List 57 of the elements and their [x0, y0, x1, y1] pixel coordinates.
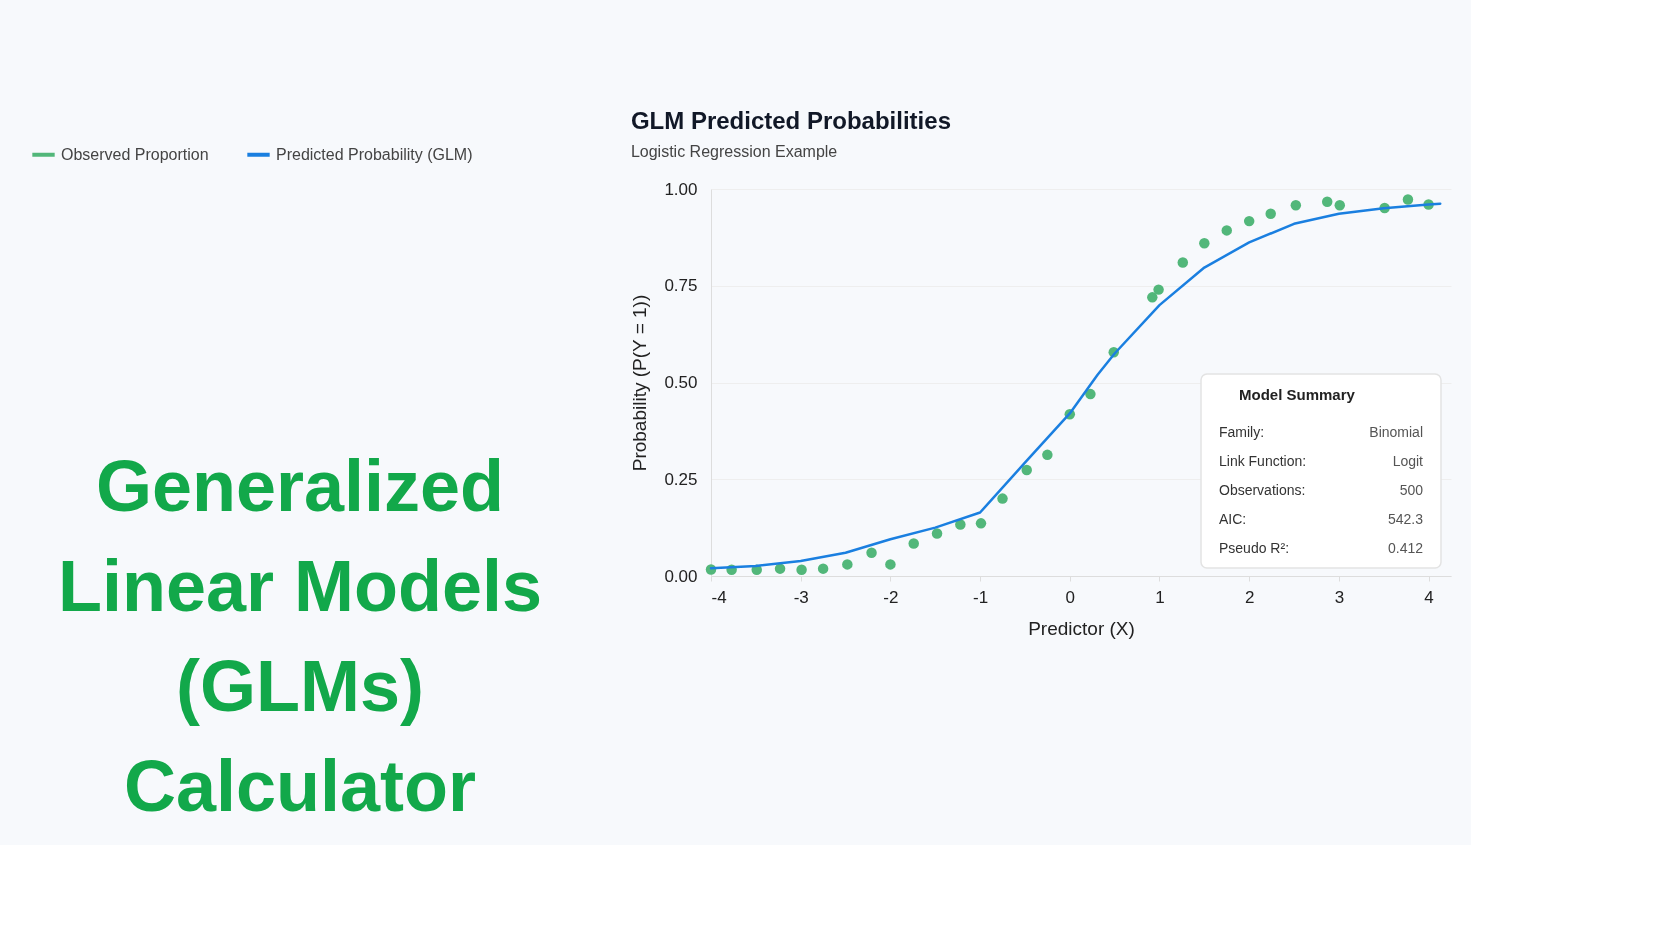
- point: [1243, 215, 1255, 227]
- y-axis-title: Probability (P(Y = 1)): [629, 294, 651, 472]
- point: [1199, 237, 1210, 249]
- point: [796, 564, 807, 576]
- annotation: 500: [1399, 481, 1424, 498]
- annotation: Logit: [1392, 452, 1424, 469]
- annotation: Model Summary: [1239, 386, 1356, 403]
- x-tick-label: 2: [1244, 587, 1255, 607]
- point: [1265, 208, 1276, 219]
- y-tick-label: 0.50: [664, 373, 698, 392]
- annotation: 0.412: [1387, 539, 1424, 556]
- annotation: Family:: [1219, 423, 1265, 440]
- legend-label: Predicted Probability (GLM): [276, 145, 473, 163]
- point: [1402, 194, 1414, 205]
- point: [1290, 200, 1302, 211]
- point: [975, 518, 987, 529]
- x-tick-label: 0: [1065, 587, 1076, 607]
- point: [842, 559, 853, 570]
- point: [774, 563, 786, 574]
- annotation: AIC:: [1219, 510, 1247, 527]
- y-tick-label: 0.75: [664, 276, 698, 296]
- y-tick-label: 0.00: [664, 566, 698, 586]
- x-axis-title: Predictor (X): [1028, 617, 1135, 639]
- point: [1321, 196, 1333, 207]
- x-tick-label: -3: [793, 587, 809, 607]
- point: [1221, 225, 1232, 236]
- annotation: 542.3: [1387, 510, 1424, 527]
- annotation: Binomial: [1369, 423, 1423, 440]
- annotation: Observations:: [1219, 481, 1306, 498]
- chart-subtitle: Logistic Regression Example: [630, 143, 838, 160]
- point: [997, 493, 1008, 504]
- point: [1042, 449, 1053, 461]
- x-tick-label: 4: [1424, 587, 1434, 607]
- point: [1177, 257, 1189, 268]
- point: [866, 547, 877, 559]
- annotation: Pseudo R²:: [1219, 539, 1290, 556]
- point: [931, 528, 943, 539]
- annotation: Link Function:: [1219, 452, 1307, 469]
- point: [1021, 464, 1032, 476]
- x-tick-label: -1: [973, 587, 989, 607]
- x-tick-label: 1: [1155, 587, 1165, 607]
- point: [955, 519, 966, 530]
- x-tick-label: 3: [1334, 587, 1345, 607]
- point: [1153, 284, 1164, 295]
- y-tick-label: 1.00: [664, 179, 698, 199]
- point: [1334, 200, 1346, 211]
- chart-title: GLM Predicted Probabilities: [630, 107, 951, 134]
- point: [1147, 292, 1158, 303]
- text: Generalized Linear Models (GLMs) Calculator: [57, 446, 543, 826]
- legend-label: Observed Proportion: [61, 145, 209, 163]
- point: [817, 563, 829, 574]
- point: [908, 538, 919, 549]
- point: [885, 559, 896, 570]
- point: [1085, 388, 1096, 400]
- x-tick-label: -2: [883, 587, 899, 607]
- x-tick-label: -4: [711, 587, 727, 607]
- y-tick-label: 0.25: [664, 469, 698, 489]
